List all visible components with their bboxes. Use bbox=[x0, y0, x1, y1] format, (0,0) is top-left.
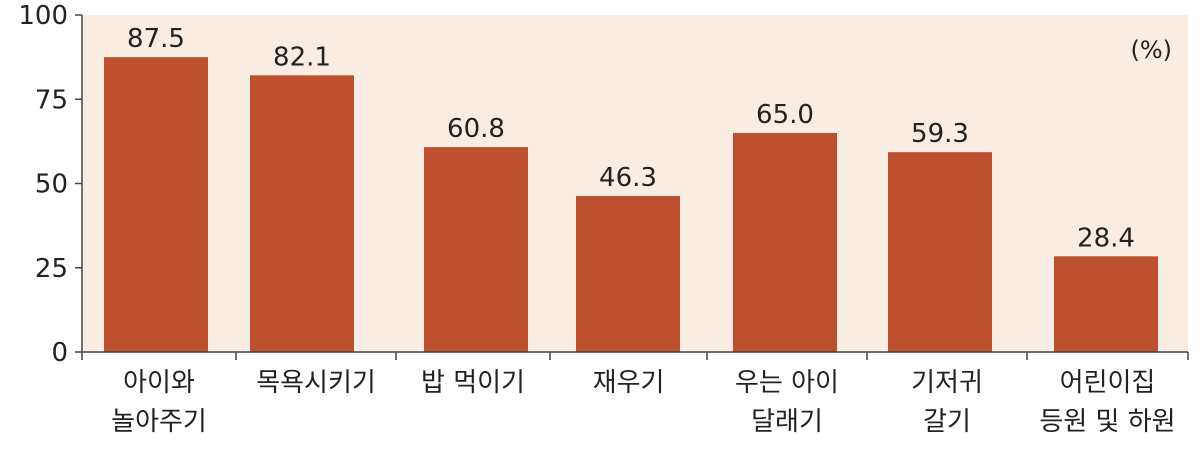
category-label: 아이와 놀아주기 bbox=[111, 368, 207, 437]
bar bbox=[733, 132, 837, 352]
bar bbox=[1054, 256, 1158, 352]
y-tick-label: 100 bbox=[18, 1, 68, 31]
category-label: 어린이집 등원 및 하원 bbox=[1039, 368, 1175, 437]
data-label: 87.5 bbox=[127, 24, 185, 54]
bar bbox=[576, 195, 680, 352]
category-label: 목욕시키기 bbox=[256, 368, 376, 398]
y-tick-label: 25 bbox=[35, 254, 68, 284]
data-label: 28.4 bbox=[1077, 223, 1135, 253]
data-label: 65.0 bbox=[756, 100, 814, 130]
y-tick-label: 50 bbox=[35, 170, 68, 200]
data-label: 46.3 bbox=[599, 163, 657, 193]
unit-label: (%) bbox=[1130, 36, 1172, 64]
bar bbox=[888, 152, 992, 352]
y-tick-label: 0 bbox=[51, 338, 68, 368]
data-label: 59.3 bbox=[911, 119, 969, 149]
bar bbox=[424, 147, 528, 352]
bar bbox=[250, 75, 354, 352]
category-label: 밥 먹이기 bbox=[421, 368, 525, 398]
data-label: 60.8 bbox=[447, 114, 505, 144]
category-label: 재우기 bbox=[593, 368, 665, 398]
bar bbox=[104, 57, 208, 352]
data-label: 82.1 bbox=[273, 42, 331, 72]
category-label: 기저귀 갈기 bbox=[911, 368, 983, 437]
y-tick-label: 75 bbox=[35, 85, 68, 115]
category-label: 우는 아이 달래기 bbox=[735, 368, 839, 437]
